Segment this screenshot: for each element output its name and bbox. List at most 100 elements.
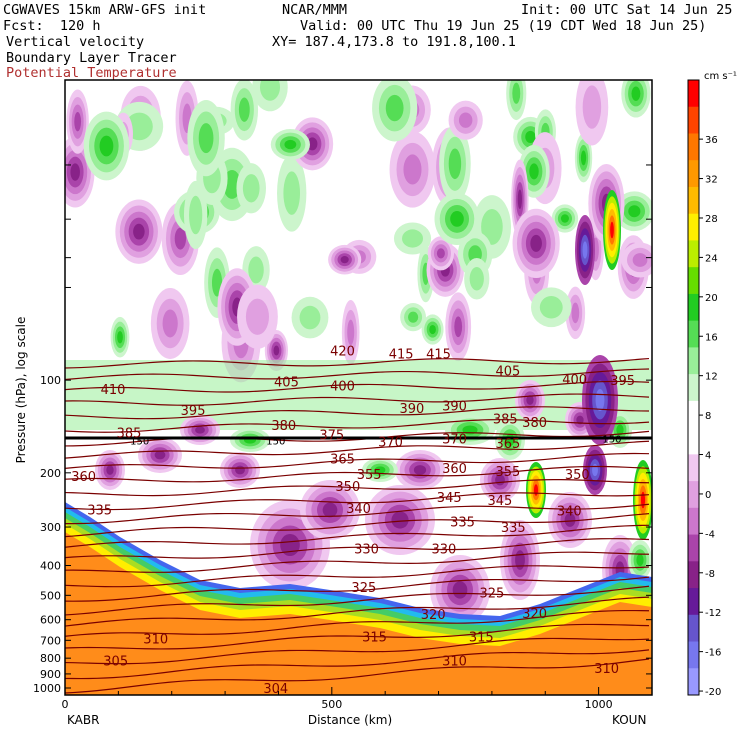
velocity-cell (189, 195, 203, 235)
theta-contour-line (65, 609, 650, 637)
velocity-cell (517, 189, 522, 209)
colorbar-swatch (688, 133, 699, 161)
y-tick-label: 100 (40, 374, 61, 387)
velocity-cell (616, 424, 624, 436)
velocity-cell (458, 112, 473, 128)
velocity-cell (571, 302, 580, 324)
velocity-cell (283, 171, 301, 215)
theta-contours (65, 357, 652, 694)
theta-label: 345 (437, 491, 462, 506)
start-station-label: KABR (67, 713, 99, 727)
y-axis-title: Pressure (hPa), log scale (14, 317, 28, 464)
colorbar-swatch (688, 160, 699, 188)
colorbar-tick-label: -20 (705, 687, 721, 698)
velocity-cell (117, 331, 123, 344)
terrain-fill (65, 540, 652, 695)
theta-label: 345 (487, 494, 512, 509)
theta-label: 365 (496, 437, 521, 452)
velocity-cell (106, 465, 114, 475)
theta-label: 365 (330, 453, 355, 468)
y-tick-label: 600 (40, 614, 61, 627)
velocity-cell (162, 309, 178, 338)
velocity-cell (530, 234, 542, 252)
velocity-cell (448, 148, 462, 180)
theta-label: 330 (431, 542, 456, 557)
velocity-cell (374, 466, 386, 474)
y-tick-label: 1000 (33, 682, 61, 695)
colorbar-tick-label: 36 (705, 135, 718, 146)
velocity-cell (299, 305, 321, 330)
colorbar-tick-label: -8 (705, 569, 715, 580)
theta-contour-line (65, 538, 650, 559)
colorbar-tick-label: 8 (705, 411, 711, 422)
colorbar-frame (687, 79, 700, 696)
x-tick-label: 0 (62, 698, 69, 711)
theta-label: 390 (442, 400, 467, 415)
colorbar-tick-label: 16 (705, 332, 718, 343)
x-axis-title: Distance (km) (308, 713, 392, 727)
theta-contour-line (65, 623, 650, 650)
theta-label: 360 (71, 470, 96, 485)
theta-contour-line (65, 440, 650, 459)
colorbar-swatch (688, 507, 699, 536)
theta-contour-line (65, 658, 650, 694)
velocity-cell (413, 465, 427, 475)
y-tick-label: 700 (40, 634, 61, 647)
theta-label: 330 (354, 542, 379, 557)
velocity-cell (582, 85, 602, 129)
velocity-cell (628, 205, 641, 218)
y-tick-label: 300 (40, 521, 61, 534)
velocity-cell (347, 319, 355, 346)
theta-label: 310 (442, 655, 467, 670)
theta-label: 310 (594, 662, 619, 677)
theta-label: 325 (351, 581, 376, 596)
theta-contour-line (65, 452, 650, 470)
theta-label: 420 (330, 344, 355, 359)
velocity-cell (595, 388, 605, 412)
colorbar-swatch (688, 347, 699, 375)
theta-label: 375 (319, 428, 344, 443)
plot-frame (64, 79, 653, 696)
init-time: Init: 00 UTC Sat 14 Jun 25 (521, 2, 733, 18)
colorbar-tick-label: -12 (705, 608, 721, 619)
y-tick-label: 800 (40, 652, 61, 665)
theta-contour-line (65, 357, 650, 369)
theta-contour-line (65, 465, 650, 483)
forecast-hour: Fcst: 120 h (3, 18, 101, 34)
theta-label: 310 (143, 632, 168, 647)
plot-area: 420 415 415 410 405 400 405 400 395 395 390 390 385 3… (64, 79, 653, 697)
theta-contour-line (65, 492, 650, 511)
velocity-cell (580, 150, 587, 166)
colorbar-swatch (688, 561, 699, 589)
theta-label: 335 (450, 516, 475, 531)
velocity-cell (533, 484, 539, 496)
theta-label: 305 (103, 655, 128, 670)
y-tick-label: 400 (40, 559, 61, 572)
theta-label: 400 (330, 379, 355, 394)
theta-label: 415 (426, 348, 451, 363)
velocity-cell (408, 311, 419, 323)
velocity-cell (322, 502, 338, 518)
velocity-cell (610, 221, 614, 239)
colorbar-swatch (688, 614, 699, 643)
theta-label: 325 (479, 587, 504, 602)
velocity-cell (564, 513, 576, 527)
velocity-cell (452, 581, 468, 599)
theta-label: 380 (522, 416, 547, 431)
valid-time: Valid: 00 UTC Thu 19 Jun 25 (19 CDT Wed … (300, 18, 707, 34)
velocity-cell (133, 223, 145, 240)
y-tick-label: 900 (40, 668, 61, 681)
colorbar-swatch (688, 481, 699, 509)
velocity-cell (340, 256, 349, 264)
velocity-cell (235, 465, 245, 475)
velocity-cell (481, 208, 503, 245)
colorbar-swatch (688, 80, 699, 108)
theta-contour-line (65, 576, 650, 602)
velocity-cell (307, 137, 318, 151)
colorbar-swatch (688, 588, 699, 616)
velocity-cell (582, 241, 588, 259)
velocity-cell (469, 266, 484, 291)
velocity-cell (636, 553, 644, 567)
velocity-cell (385, 94, 404, 122)
